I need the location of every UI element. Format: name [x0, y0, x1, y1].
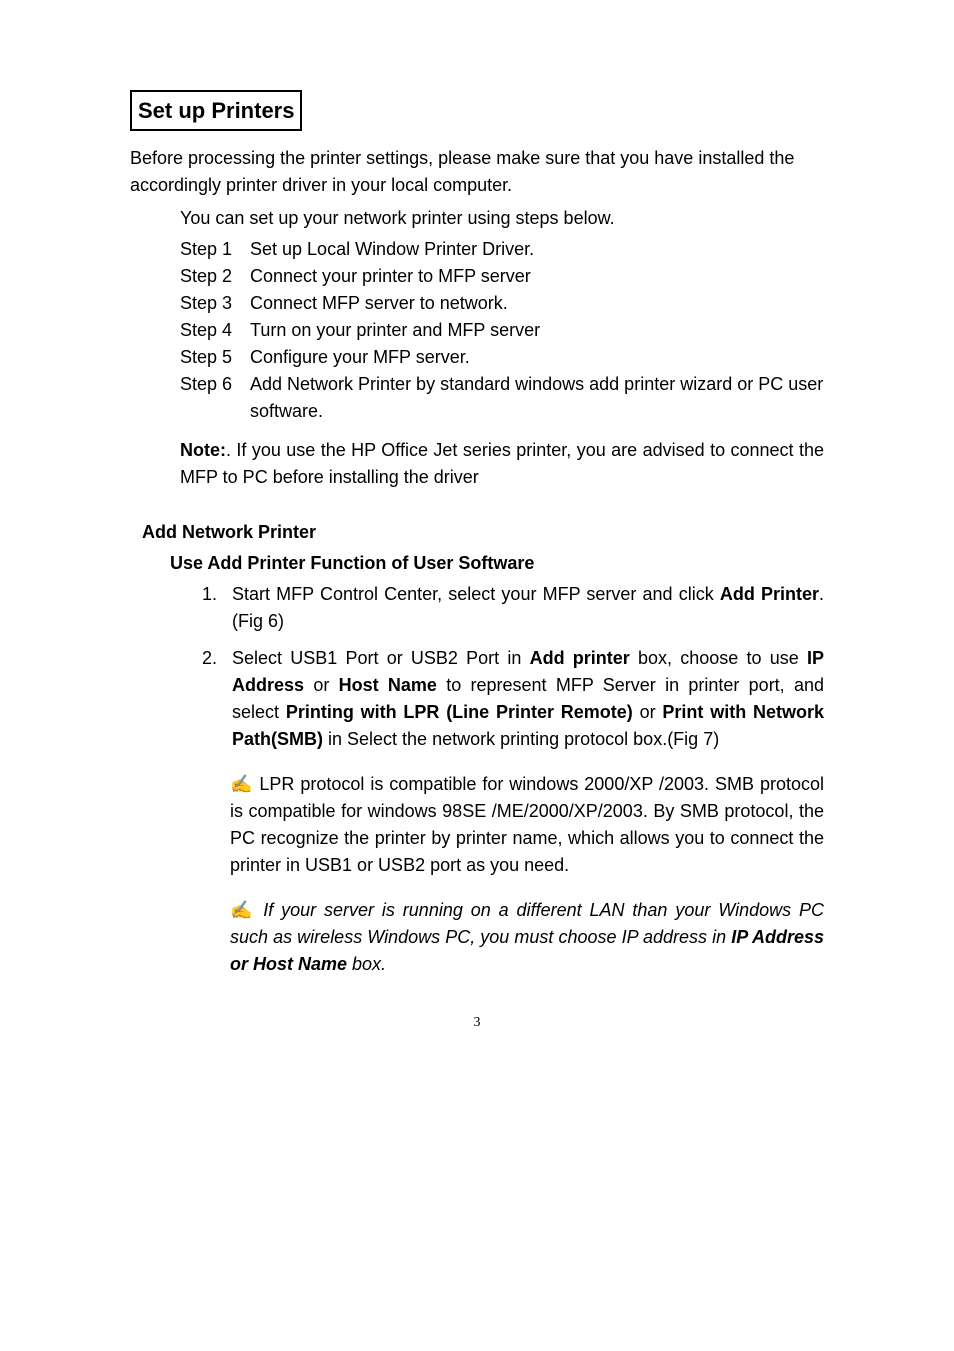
step-label: Step 3 [180, 290, 250, 317]
hand-write-icon: ✍ [230, 774, 253, 794]
step-label: Step 4 [180, 317, 250, 344]
step-text: Connect your printer to MFP server [250, 263, 824, 290]
page-number: 3 [130, 1012, 824, 1033]
step-label: Step 1 [180, 236, 250, 263]
tip-block-2: ✍ If your server is running on a differe… [230, 897, 824, 978]
steps-block: You can set up your network printer usin… [180, 205, 824, 425]
step-text: Add Network Printer by standard windows … [250, 371, 824, 425]
step-label: Step 2 [180, 263, 250, 290]
tip-italic-text: box. [347, 954, 386, 974]
sub-heading: Use Add Printer Function of User Softwar… [170, 550, 824, 577]
step-text: Turn on your printer and MFP server [250, 317, 824, 344]
bold-span: Add printer [530, 648, 630, 668]
step-label: Step 5 [180, 344, 250, 371]
step-6: Step 6 Add Network Printer by standard w… [180, 371, 824, 425]
step-text: Connect MFP server to network. [250, 290, 824, 317]
step-4: Step 4 Turn on your printer and MFP serv… [180, 317, 824, 344]
intro-paragraph-2: You can set up your network printer usin… [180, 205, 824, 232]
step-3: Step 3 Connect MFP server to network. [180, 290, 824, 317]
step-5: Step 5 Configure your MFP server. [180, 344, 824, 371]
note-block: Note:. If you use the HP Office Jet seri… [180, 437, 824, 491]
list-item-2: Select USB1 Port or USB2 Port in Add pri… [222, 645, 824, 753]
step-text: Set up Local Window Printer Driver. [250, 236, 824, 263]
text-span: in Select the network printing protocol … [323, 729, 719, 749]
tip-block-1: ✍ LPR protocol is compatible for windows… [230, 771, 824, 879]
step-label: Step 6 [180, 371, 250, 425]
bold-span: Host Name [339, 675, 437, 695]
step-1: Step 1 Set up Local Window Printer Drive… [180, 236, 824, 263]
page-heading: Set up Printers [138, 98, 294, 123]
hand-write-icon: ✍ [230, 900, 255, 920]
text-span: or [304, 675, 339, 695]
note-label: Note: [180, 440, 226, 460]
bold-span: Printing with LPR (Line Printer Remote) [286, 702, 633, 722]
step-2: Step 2 Connect your printer to MFP serve… [180, 263, 824, 290]
text-span: box, choose to use [630, 648, 807, 668]
intro-paragraph-1: Before processing the printer settings, … [130, 145, 824, 199]
section-heading: Add Network Printer [142, 519, 824, 546]
numbered-list: Start MFP Control Center, select your MF… [198, 581, 824, 753]
text-span: Start MFP Control Center, select your MF… [232, 584, 720, 604]
bold-span: Add Printer [720, 584, 819, 604]
note-text: . If you use the HP Office Jet series pr… [180, 440, 824, 487]
list-item-1: Start MFP Control Center, select your MF… [222, 581, 824, 635]
heading-box: Set up Printers [130, 90, 302, 131]
text-span: Select USB1 Port or USB2 Port in [232, 648, 530, 668]
text-span: or [633, 702, 663, 722]
tip-text: LPR protocol is compatible for windows 2… [230, 774, 824, 875]
step-text: Configure your MFP server. [250, 344, 824, 371]
